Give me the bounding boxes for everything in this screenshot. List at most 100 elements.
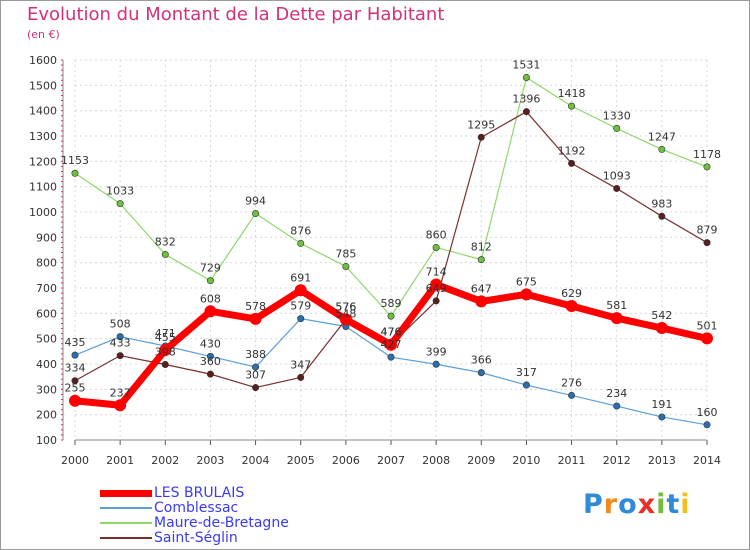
data-point-les-brulais: [610, 312, 623, 325]
legend-swatch-maure-de-bretagne: [100, 522, 152, 524]
data-label-maure-de-bretagne: 785: [335, 247, 356, 260]
logo-letter: t: [666, 489, 681, 520]
data-label-maure-de-bretagne: 1330: [603, 109, 631, 122]
data-point-maure-de-bretagne: [703, 163, 711, 171]
data-label-maure-de-bretagne: 994: [245, 195, 266, 208]
data-label-comblessac: 427: [381, 338, 402, 351]
x-tick-label: 2006: [332, 454, 360, 467]
logo-letter: P: [583, 489, 604, 520]
data-label-comblessac: 234: [606, 387, 627, 400]
y-tick-label: 1200: [29, 155, 57, 168]
data-label-les-brulais: 675: [516, 275, 537, 288]
data-point-comblessac: [703, 421, 711, 429]
data-point-maure-de-bretagne: [568, 102, 576, 110]
chart-unit-label: (en €): [27, 28, 60, 41]
y-tick-label: 1100: [29, 181, 57, 194]
data-point-maure-de-bretagne: [477, 256, 485, 264]
data-point-comblessac: [658, 413, 666, 421]
data-point-saint-seglin: [116, 352, 124, 360]
data-point-maure-de-bretagne: [297, 239, 305, 247]
data-point-maure-de-bretagne: [252, 210, 260, 218]
y-tick-label: 1500: [29, 79, 57, 92]
data-point-les-brulais: [339, 313, 352, 326]
data-point-saint-seglin: [658, 212, 666, 220]
data-label-comblessac: 508: [110, 318, 131, 331]
data-label-comblessac: 399: [426, 345, 447, 358]
data-label-saint-seglin: 1396: [512, 93, 540, 106]
data-label-saint-seglin: 1093: [603, 169, 631, 182]
data-label-maure-de-bretagne: 1178: [693, 148, 721, 161]
data-label-saint-seglin: 1192: [558, 144, 586, 157]
x-tick-label: 2014: [693, 454, 721, 467]
data-label-les-brulais: 576: [335, 300, 356, 313]
data-point-maure-de-bretagne: [387, 312, 395, 320]
data-point-comblessac: [568, 391, 576, 399]
logo-letter: i: [656, 489, 667, 520]
data-point-les-brulais: [114, 399, 127, 412]
data-label-saint-seglin: 1295: [467, 118, 495, 131]
data-label-maure-de-bretagne: 1247: [648, 130, 676, 143]
x-tick-label: 2000: [61, 454, 89, 467]
data-label-maure-de-bretagne: 1418: [558, 87, 586, 100]
data-label-maure-de-bretagne: 812: [471, 241, 492, 254]
data-point-les-brulais: [430, 278, 443, 291]
proxiti-logo: Proxiti: [583, 489, 691, 520]
y-tick-label: 1600: [29, 54, 57, 67]
legend-label-maure-de-bretagne: Maure-de-Bretagne: [154, 515, 289, 531]
data-label-les-brulais: 581: [606, 299, 627, 312]
data-label-comblessac: 435: [65, 336, 86, 349]
y-tick-label: 900: [36, 231, 57, 244]
data-point-saint-seglin: [206, 370, 214, 378]
data-point-saint-seglin: [71, 377, 79, 385]
data-point-les-brulais: [520, 288, 533, 301]
data-label-les-brulais: 578: [245, 300, 266, 313]
data-label-maure-de-bretagne: 832: [155, 236, 176, 249]
data-label-comblessac: 191: [651, 398, 672, 411]
data-point-comblessac: [206, 352, 214, 360]
data-label-maure-de-bretagne: 1033: [106, 185, 134, 198]
data-point-saint-seglin: [477, 133, 485, 141]
data-point-comblessac: [252, 363, 260, 371]
data-label-saint-seglin: 649: [426, 282, 447, 295]
data-label-saint-seglin: 334: [65, 362, 86, 375]
data-label-comblessac: 471: [155, 327, 176, 340]
data-point-les-brulais: [385, 338, 397, 351]
y-tick-label: 1000: [29, 206, 57, 219]
data-point-maure-de-bretagne: [206, 277, 214, 285]
y-tick-label: 400: [36, 358, 57, 371]
x-tick-label: 2003: [196, 454, 224, 467]
data-point-les-brulais: [475, 295, 488, 308]
data-point-les-brulais: [249, 312, 262, 325]
data-label-les-brulais: 691: [290, 271, 311, 284]
data-point-comblessac: [387, 353, 395, 361]
data-label-comblessac: 276: [561, 376, 582, 389]
data-point-les-brulais: [159, 344, 172, 357]
data-label-les-brulais: 714: [426, 265, 447, 278]
data-point-les-brulais: [655, 322, 668, 335]
data-label-maure-de-bretagne: 876: [290, 224, 311, 237]
logo-letter: o: [618, 489, 638, 520]
data-point-maure-de-bretagne: [613, 124, 621, 132]
data-label-saint-seglin: 476: [381, 326, 402, 339]
data-label-comblessac: 388: [245, 348, 266, 361]
data-point-les-brulais: [565, 299, 578, 312]
data-label-les-brulais: 255: [65, 382, 86, 395]
legend-label-comblessac: Comblessac: [154, 500, 239, 516]
data-point-maure-de-bretagne: [658, 145, 666, 153]
data-point-saint-seglin: [522, 108, 530, 116]
data-label-maure-de-bretagne: 1531: [512, 58, 540, 71]
legend-label-saint-seglin: Saint-Séglin: [154, 530, 238, 546]
data-label-saint-seglin: 307: [245, 369, 266, 382]
data-label-les-brulais: 501: [697, 319, 718, 332]
data-point-comblessac: [432, 360, 440, 368]
legend-swatch-les-brulais: [100, 489, 152, 497]
data-point-saint-seglin: [161, 361, 169, 369]
data-label-les-brulais: 608: [200, 292, 221, 305]
data-point-saint-seglin: [613, 184, 621, 192]
data-label-les-brulais: 647: [471, 282, 492, 295]
data-label-les-brulais: 455: [155, 331, 176, 344]
y-tick-label: 800: [36, 257, 57, 270]
data-point-maure-de-bretagne: [116, 200, 124, 208]
y-tick-label: 500: [36, 333, 57, 346]
data-point-maure-de-bretagne: [161, 251, 169, 259]
